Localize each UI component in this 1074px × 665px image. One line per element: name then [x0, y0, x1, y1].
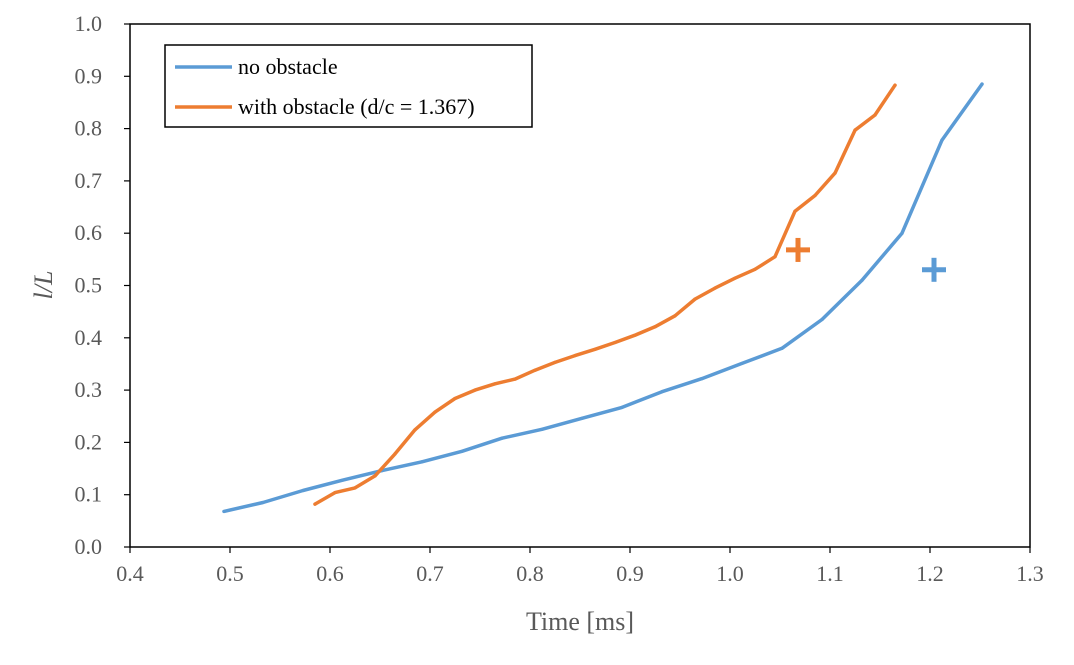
- data-point: [533, 368, 537, 372]
- data-point: [780, 346, 784, 350]
- data-point: [613, 340, 617, 345]
- x-tick-label: 0.5: [216, 561, 244, 586]
- data-point: [833, 171, 837, 175]
- data-point: [633, 333, 637, 337]
- data-point: [873, 113, 877, 117]
- data-point: [473, 388, 477, 392]
- x-tick-label: 1.2: [916, 561, 944, 586]
- series-layer: [222, 82, 984, 514]
- y-tick-label: 0.5: [75, 273, 103, 298]
- data-point: [820, 317, 824, 322]
- y-tick-label: 0.6: [75, 220, 103, 245]
- x-tick-label: 0.6: [316, 561, 344, 586]
- data-point: [333, 491, 337, 495]
- y-tick-label: 0.2: [75, 429, 103, 454]
- x-tick-label: 1.3: [1016, 561, 1044, 586]
- data-point: [713, 286, 717, 290]
- y-tick-label: 0.8: [75, 116, 103, 141]
- data-point: [413, 428, 417, 432]
- y-tick-label: 0.0: [75, 534, 103, 559]
- data-point: [222, 509, 226, 514]
- x-tick-label: 0.9: [616, 561, 644, 586]
- series-line-1: [313, 83, 897, 506]
- data-point: [700, 376, 704, 381]
- data-point: [793, 209, 797, 213]
- data-point: [301, 488, 305, 493]
- data-point: [453, 396, 457, 401]
- data-point: [980, 82, 984, 86]
- plus-marker: [786, 237, 810, 262]
- data-point: [660, 390, 664, 394]
- data-point: [900, 231, 904, 235]
- y-axis-title: l/L: [29, 271, 58, 300]
- data-point: [513, 377, 517, 381]
- data-point: [740, 361, 744, 366]
- legend-box: [164, 44, 533, 128]
- data-point: [653, 325, 657, 329]
- legend-label-with-obstacle: with obstacle (d/c = 1.367): [238, 94, 475, 119]
- data-point: [341, 478, 345, 482]
- data-point: [580, 416, 584, 420]
- y-tick-label: 0.3: [75, 377, 103, 402]
- x-tick-label: 0.4: [116, 561, 144, 586]
- data-point: [261, 500, 265, 505]
- series-line-0: [222, 82, 984, 514]
- data-point: [693, 297, 697, 301]
- legend: no obstacle with obstacle (d/c = 1.367): [164, 44, 533, 128]
- y-tick-label: 0.1: [75, 482, 103, 507]
- data-point: [753, 267, 757, 271]
- data-point: [860, 278, 864, 282]
- y-tick-label: 1.0: [75, 11, 103, 36]
- data-point: [673, 314, 677, 318]
- x-tick-label: 1.0: [716, 561, 744, 586]
- plus-marker: [922, 257, 946, 282]
- data-point: [500, 436, 504, 440]
- y-tick-label: 0.7: [75, 168, 103, 193]
- data-point: [893, 83, 897, 87]
- data-point: [620, 405, 624, 409]
- data-point: [373, 474, 377, 478]
- data-point: [540, 427, 544, 431]
- y-tick-label: 0.9: [75, 63, 103, 88]
- data-point: [313, 502, 317, 506]
- tick-layer: 0.4 0.5 0.6 0.7 0.8 0.9 1.0 1.1 1.2 1.3 0.0 0.1 0.2 0…: [75, 11, 1044, 586]
- data-point: [553, 360, 557, 364]
- data-point: [813, 193, 817, 198]
- legend-label-no-obstacle: no obstacle: [238, 54, 338, 79]
- data-point: [353, 486, 357, 490]
- data-point: [940, 138, 944, 142]
- x-tick-label: 0.7: [416, 561, 444, 586]
- data-point: [573, 353, 577, 358]
- data-point: [420, 460, 424, 464]
- data-point: [493, 382, 497, 386]
- data-point: [773, 255, 777, 259]
- x-axis-title: Time [ms]: [526, 607, 634, 636]
- data-point: [733, 276, 737, 280]
- data-point: [593, 347, 597, 351]
- data-point: [433, 410, 437, 414]
- y-tick-label: 0.4: [75, 325, 103, 350]
- data-point: [393, 452, 397, 456]
- data-point: [853, 128, 857, 132]
- x-tick-label: 0.8: [516, 561, 544, 586]
- data-point: [460, 449, 464, 453]
- x-tick-label: 1.1: [816, 561, 844, 586]
